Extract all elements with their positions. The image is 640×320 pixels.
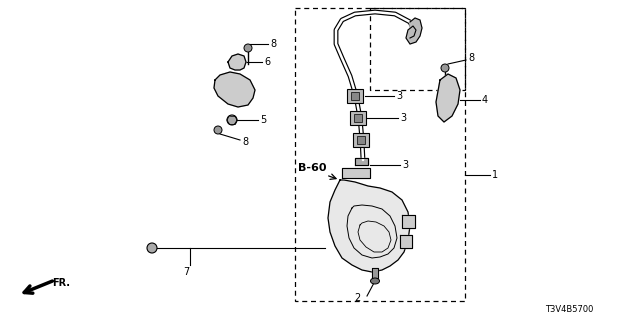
Text: 4: 4 xyxy=(482,95,488,105)
Polygon shape xyxy=(402,215,415,228)
Bar xyxy=(350,111,366,125)
Ellipse shape xyxy=(227,115,237,125)
Polygon shape xyxy=(342,168,370,178)
Polygon shape xyxy=(372,268,378,278)
Text: 6: 6 xyxy=(264,57,270,67)
Polygon shape xyxy=(214,72,255,107)
Text: 1: 1 xyxy=(492,170,498,180)
Text: 3: 3 xyxy=(402,160,408,170)
Text: T3V4B5700: T3V4B5700 xyxy=(545,306,593,315)
Text: 3: 3 xyxy=(400,113,406,123)
Text: 8: 8 xyxy=(270,39,276,49)
Bar xyxy=(370,8,465,90)
Polygon shape xyxy=(400,235,412,248)
Polygon shape xyxy=(328,180,410,272)
Bar xyxy=(353,133,369,147)
Ellipse shape xyxy=(214,126,222,134)
Ellipse shape xyxy=(441,64,449,72)
Bar xyxy=(295,8,465,301)
Text: 2: 2 xyxy=(354,293,360,303)
Polygon shape xyxy=(406,18,422,44)
Text: 8: 8 xyxy=(242,137,248,147)
Text: 7: 7 xyxy=(183,267,189,277)
Bar xyxy=(347,89,363,103)
Bar xyxy=(351,92,359,100)
Text: FR.: FR. xyxy=(52,278,70,288)
Ellipse shape xyxy=(371,278,380,284)
Text: 5: 5 xyxy=(260,115,266,125)
Bar xyxy=(354,114,362,122)
Ellipse shape xyxy=(244,44,252,52)
Polygon shape xyxy=(355,158,368,165)
Ellipse shape xyxy=(147,243,157,253)
Bar xyxy=(357,136,365,144)
Polygon shape xyxy=(436,74,460,122)
Text: B-60: B-60 xyxy=(298,163,326,173)
Polygon shape xyxy=(228,54,246,70)
Text: 3: 3 xyxy=(396,91,402,101)
Text: 8: 8 xyxy=(468,53,474,63)
